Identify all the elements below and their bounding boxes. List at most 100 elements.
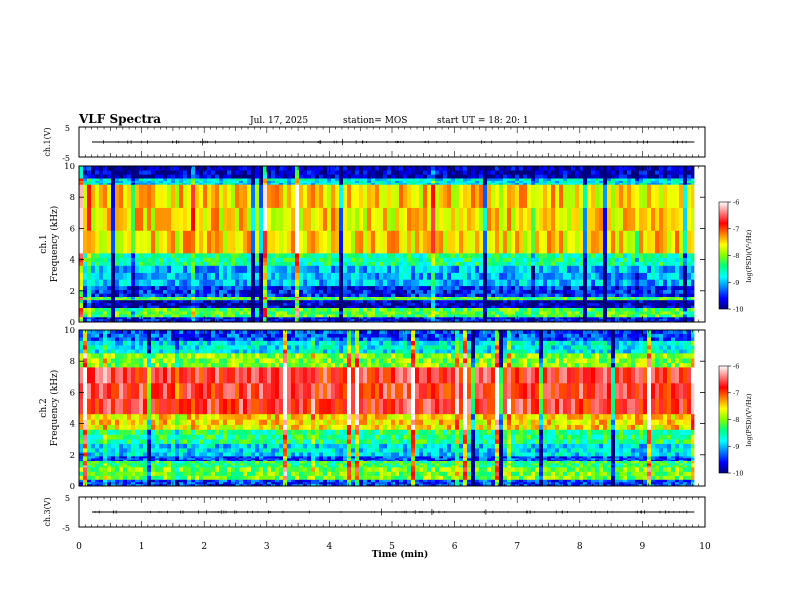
spectrogram-cell	[387, 261, 392, 267]
spectrogram-cell	[279, 308, 284, 312]
spectrogram-cell	[295, 302, 300, 306]
spectrogram-cell	[399, 289, 404, 294]
spectrogram-cell	[679, 317, 684, 320]
spectrogram-cell	[339, 308, 344, 312]
spectrogram-cell	[95, 184, 100, 208]
spectrogram-cell	[479, 289, 484, 294]
spectrogram-cell	[435, 257, 440, 262]
spectrogram-cell	[291, 302, 296, 306]
spectrogram-cell	[475, 317, 480, 320]
spectrogram-cell	[411, 182, 416, 185]
ch1-voltage-ylabel: ch.1(V)	[43, 127, 52, 156]
spectrogram-cell	[375, 314, 380, 318]
spectrogram-cell	[167, 311, 172, 315]
spectrogram-cell	[527, 311, 532, 315]
spectrogram-cell	[643, 182, 648, 185]
spectrogram-cell	[599, 257, 604, 262]
spectrogram-cell	[263, 170, 268, 175]
spectrogram-cell	[611, 297, 616, 299]
spectrogram-cell	[151, 184, 156, 208]
spectrogram-cell	[551, 170, 556, 175]
spectrogram-cell	[543, 174, 548, 179]
spectrogram-cell	[355, 320, 360, 323]
spectrogram-cell	[475, 299, 480, 301]
spectrogram-cell	[571, 317, 576, 320]
spectrogram-cell	[555, 300, 560, 304]
spectrogram-cell	[615, 297, 620, 299]
spectrogram-cell	[199, 300, 204, 304]
spectrogram-cell	[471, 230, 476, 254]
spectrogram-cell	[135, 311, 140, 315]
spectrogram-cell	[507, 265, 512, 273]
spectrogram-cell	[311, 182, 316, 185]
spectrogram-cell	[347, 261, 352, 267]
spectrogram-cell	[303, 182, 308, 185]
spectrogram-cell	[191, 299, 196, 301]
spectrogram-cell	[187, 279, 192, 287]
spectrogram-cell	[379, 272, 384, 280]
spectrogram-cell	[563, 286, 568, 290]
spectrogram-cell	[87, 207, 92, 231]
spectrogram-cell	[523, 299, 528, 301]
spectrogram-cell	[683, 311, 688, 315]
spectrogram-cell	[83, 456, 88, 459]
spectrogram-cell	[87, 297, 92, 299]
spectrogram-cell	[471, 293, 476, 298]
spectrogram-cell	[691, 300, 696, 304]
spectrogram-cell	[263, 286, 268, 290]
spectrogram-cell	[83, 419, 88, 425]
spectrogram-cell	[599, 300, 604, 304]
spectrogram-cell	[179, 293, 184, 298]
spectrogram-cell	[619, 166, 624, 171]
spectrogram-cell	[87, 461, 92, 464]
spectrogram-cell	[351, 308, 356, 312]
spectrogram-cell	[79, 314, 84, 318]
spectrogram-cell	[415, 182, 420, 185]
spectrogram-cell	[539, 302, 544, 306]
spectrogram-cell	[627, 317, 632, 320]
spectrogram-cell	[347, 253, 352, 258]
spectrogram-cell	[127, 174, 132, 179]
spectrogram-cell	[623, 182, 628, 185]
spectrogram-cell	[79, 461, 84, 464]
spectrogram-cell	[615, 207, 620, 231]
spectrogram-cell	[99, 207, 104, 231]
spectrogram-cell	[367, 178, 372, 181]
spectrogram-cell	[459, 293, 464, 298]
spectrogram-cell	[147, 272, 152, 280]
spectrogram-cell	[579, 311, 584, 315]
spectrogram-cell	[491, 320, 496, 323]
spectrogram-cell	[299, 184, 304, 208]
spectrogram-cell	[511, 300, 516, 304]
spectrogram-cell	[611, 317, 616, 320]
spectrogram-cell	[487, 317, 492, 320]
spectrogram-cell	[295, 178, 300, 181]
spectrogram-cell	[679, 300, 684, 304]
spectrogram-cell	[515, 182, 520, 185]
spectrogram-cell	[307, 261, 312, 267]
spectrogram-cell	[191, 272, 196, 280]
spectrogram-cell	[263, 308, 268, 312]
spectrogram-cell	[171, 286, 176, 290]
spectrogram-cell	[487, 308, 492, 312]
spectrogram-cell	[175, 314, 180, 318]
spectrogram-cell	[227, 299, 232, 301]
spectrogram-cell	[343, 279, 348, 287]
spectrogram-cell	[555, 184, 560, 208]
spectrogram-cell	[307, 272, 312, 280]
spectrogram-cell	[279, 166, 284, 171]
spectrogram-cell	[687, 311, 692, 315]
spectrogram-cell	[419, 317, 424, 320]
spectrogram-cell	[235, 272, 240, 280]
spectrogram-cell	[643, 261, 648, 267]
spectrogram-cell	[323, 302, 328, 306]
spectrogram-cell	[95, 320, 100, 323]
spectrogram-cell	[79, 358, 84, 364]
spectrogram-cell	[243, 308, 248, 312]
spectrogram-cell	[343, 261, 348, 267]
spectrogram-cell	[519, 182, 524, 185]
spectrogram-cell	[327, 261, 332, 267]
spectrogram-cell	[407, 178, 412, 181]
spectrogram-cell	[551, 293, 556, 298]
spectrogram-cell	[619, 293, 624, 298]
